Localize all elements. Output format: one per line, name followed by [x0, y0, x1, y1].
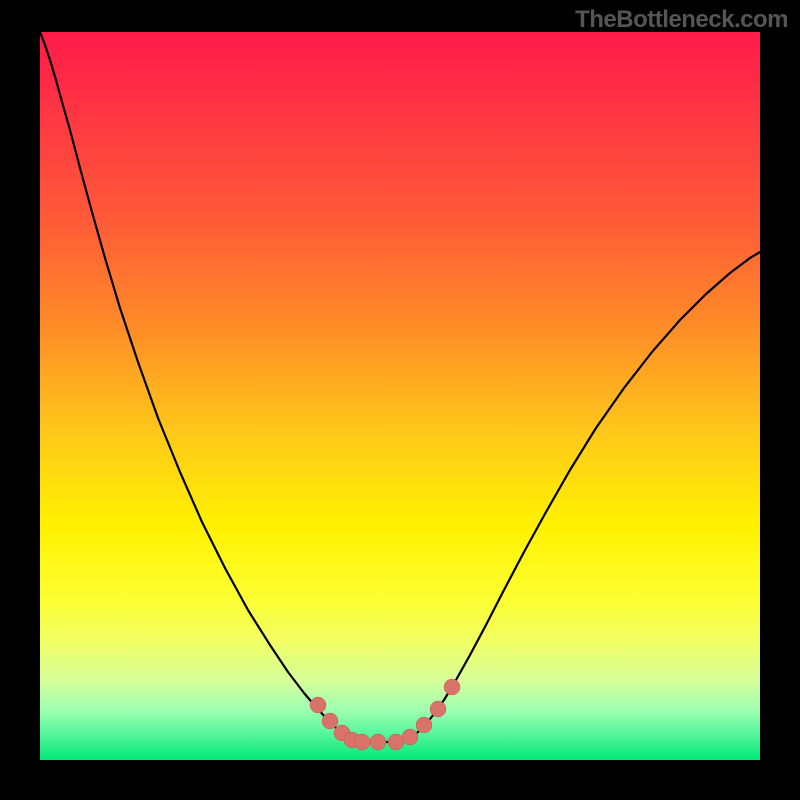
marker-point	[354, 734, 370, 750]
marker-point	[310, 697, 326, 713]
marker-point	[322, 713, 338, 729]
watermark: TheBottleneck.com	[575, 6, 788, 34]
chart-container: TheBottleneck.com	[0, 0, 800, 800]
marker-point	[402, 729, 418, 745]
plot-background	[40, 32, 760, 760]
marker-point	[388, 734, 404, 750]
marker-point	[416, 717, 432, 733]
marker-point	[430, 701, 446, 717]
bottleneck-chart	[0, 0, 800, 800]
marker-point	[370, 734, 386, 750]
marker-point	[444, 679, 460, 695]
